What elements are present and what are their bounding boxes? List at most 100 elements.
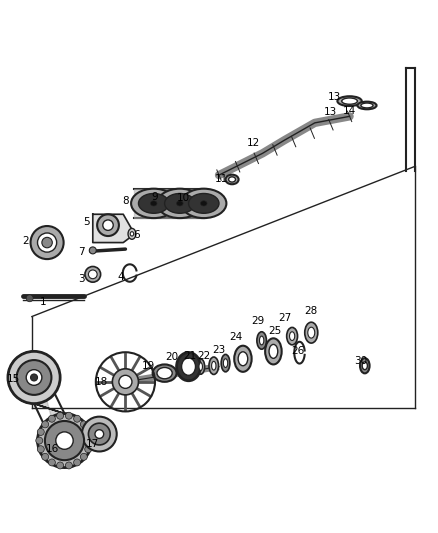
Ellipse shape [223, 359, 228, 367]
Text: 28: 28 [305, 306, 318, 316]
Circle shape [38, 233, 57, 252]
Circle shape [57, 412, 64, 419]
Ellipse shape [150, 201, 157, 206]
Circle shape [85, 429, 92, 435]
Ellipse shape [131, 189, 177, 218]
Text: 3: 3 [78, 273, 85, 284]
Text: 20: 20 [166, 352, 179, 362]
Ellipse shape [226, 175, 239, 184]
Text: 6: 6 [133, 230, 140, 240]
Ellipse shape [188, 193, 219, 213]
Circle shape [57, 462, 64, 469]
Text: 16: 16 [46, 445, 60, 454]
Ellipse shape [265, 338, 282, 365]
Circle shape [37, 446, 44, 453]
Ellipse shape [357, 102, 377, 109]
Circle shape [38, 414, 92, 467]
Ellipse shape [238, 352, 248, 366]
Circle shape [97, 214, 119, 236]
Text: 14: 14 [343, 106, 356, 116]
Text: 21: 21 [183, 351, 196, 361]
Text: 9: 9 [151, 192, 158, 202]
Circle shape [42, 421, 49, 428]
Circle shape [48, 415, 55, 422]
Ellipse shape [201, 201, 207, 206]
Ellipse shape [337, 96, 362, 106]
Text: 26: 26 [292, 346, 305, 357]
Circle shape [42, 237, 52, 248]
Text: 24: 24 [229, 332, 242, 342]
Circle shape [88, 270, 97, 279]
Ellipse shape [165, 193, 195, 213]
Text: 8: 8 [122, 196, 129, 206]
Circle shape [48, 459, 55, 466]
Text: 12: 12 [247, 139, 261, 148]
Text: 15: 15 [7, 374, 20, 384]
Polygon shape [8, 351, 92, 467]
Circle shape [88, 423, 110, 445]
Ellipse shape [342, 98, 357, 104]
Circle shape [26, 370, 42, 385]
Circle shape [85, 266, 101, 282]
Ellipse shape [209, 357, 219, 375]
Ellipse shape [287, 327, 297, 345]
Circle shape [37, 429, 44, 435]
Ellipse shape [128, 229, 136, 239]
Text: 25: 25 [268, 326, 281, 336]
Text: 23: 23 [212, 345, 226, 355]
Text: 17: 17 [86, 439, 99, 449]
Ellipse shape [157, 189, 202, 218]
Text: 22: 22 [198, 351, 211, 361]
Ellipse shape [181, 189, 226, 218]
Text: 2: 2 [22, 236, 28, 246]
Text: 11: 11 [215, 174, 228, 184]
Circle shape [65, 412, 72, 419]
Ellipse shape [361, 103, 373, 108]
Circle shape [80, 421, 87, 428]
Circle shape [65, 462, 72, 469]
Text: 18: 18 [95, 377, 108, 387]
Circle shape [42, 454, 49, 461]
Ellipse shape [257, 332, 266, 349]
Circle shape [74, 415, 81, 422]
Text: 1: 1 [39, 297, 46, 307]
Circle shape [26, 295, 33, 302]
Ellipse shape [229, 177, 236, 182]
Text: 10: 10 [177, 193, 190, 203]
Circle shape [89, 247, 96, 254]
Circle shape [103, 220, 113, 230]
Text: 19: 19 [142, 361, 155, 371]
Circle shape [113, 369, 138, 395]
Ellipse shape [199, 362, 202, 370]
Ellipse shape [130, 232, 134, 236]
Ellipse shape [221, 354, 230, 372]
Polygon shape [93, 214, 132, 243]
Ellipse shape [259, 336, 264, 345]
Circle shape [17, 360, 51, 395]
Circle shape [85, 446, 92, 453]
Ellipse shape [177, 201, 183, 206]
Ellipse shape [360, 358, 370, 373]
Text: 29: 29 [251, 316, 265, 326]
Circle shape [56, 432, 73, 449]
Circle shape [82, 417, 117, 451]
Ellipse shape [138, 193, 169, 213]
Ellipse shape [290, 332, 295, 341]
Ellipse shape [362, 362, 367, 370]
Text: 13: 13 [323, 107, 337, 117]
Text: 30: 30 [354, 357, 367, 366]
Circle shape [31, 374, 38, 381]
Circle shape [45, 421, 84, 460]
Circle shape [36, 437, 43, 444]
Circle shape [80, 454, 87, 461]
Circle shape [95, 430, 104, 439]
Ellipse shape [182, 358, 195, 375]
Text: 4: 4 [118, 272, 124, 282]
Ellipse shape [197, 359, 205, 374]
Ellipse shape [152, 365, 177, 382]
Circle shape [74, 459, 81, 466]
Text: 7: 7 [78, 247, 85, 257]
Circle shape [8, 351, 60, 403]
Ellipse shape [305, 322, 318, 343]
Ellipse shape [157, 367, 172, 379]
